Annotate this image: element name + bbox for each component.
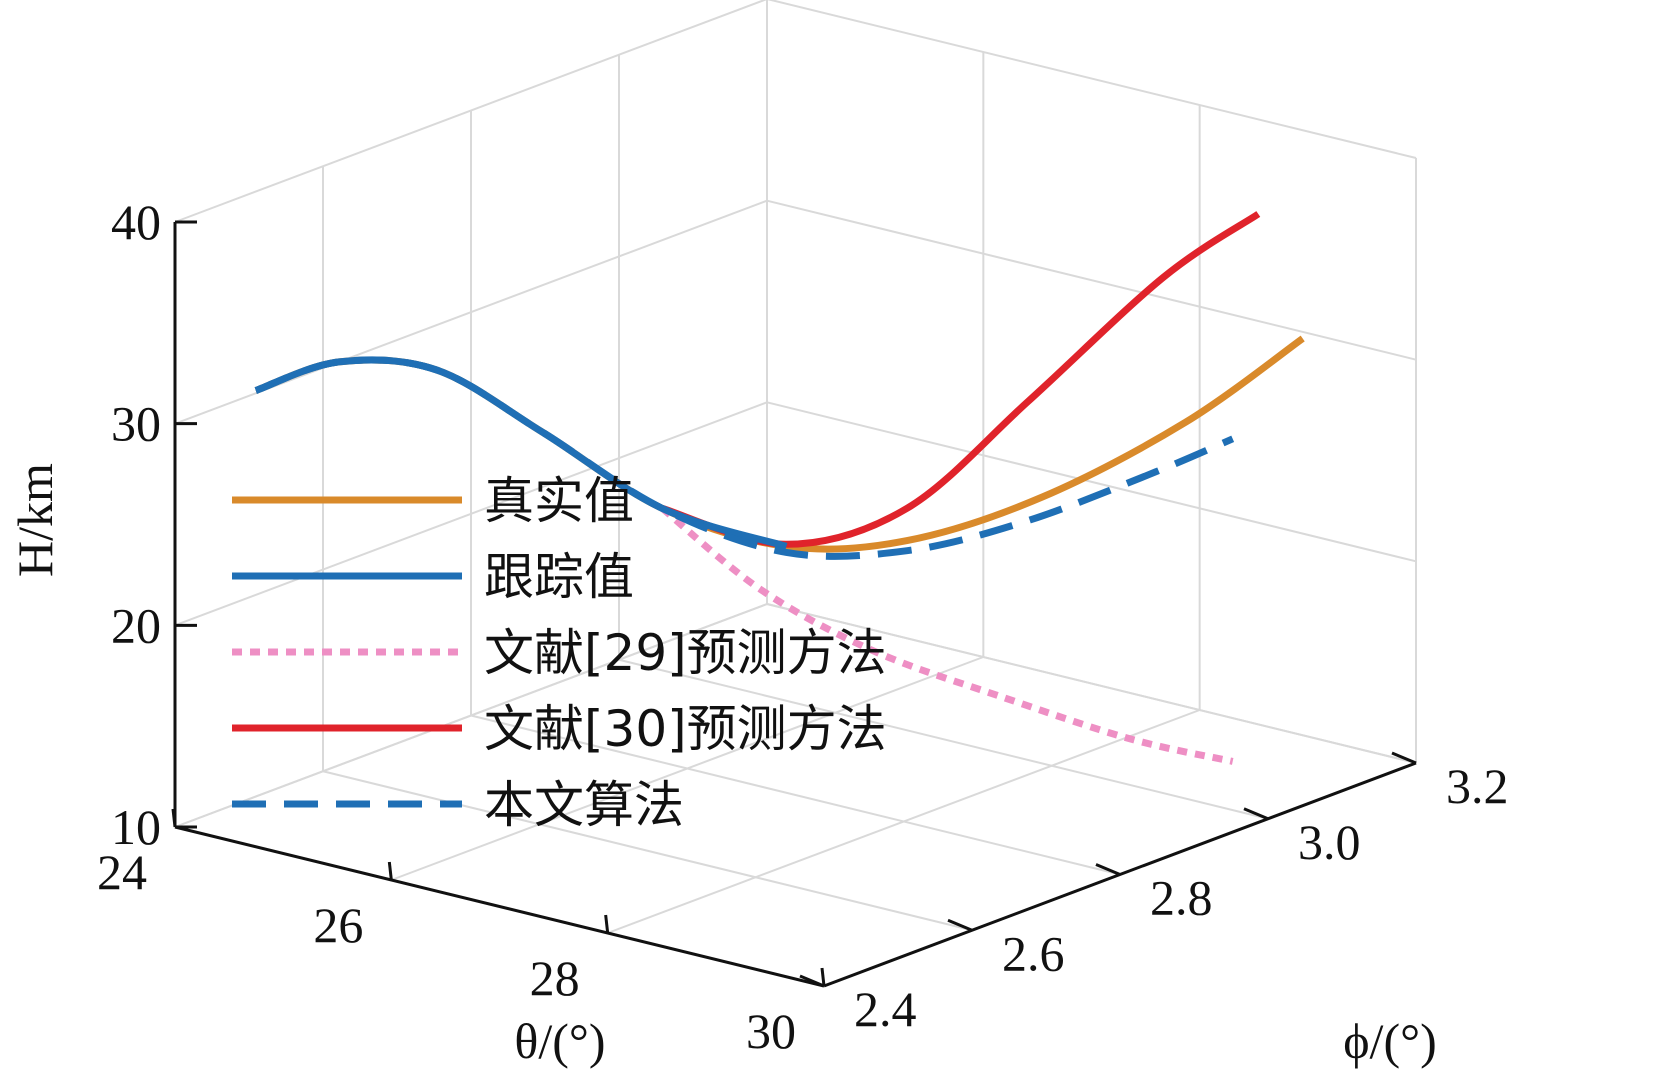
series-layer: [254, 211, 1305, 765]
legend-label-2: 跟踪值: [484, 548, 634, 606]
grid-line: [470, 714, 1121, 876]
grid-layer: [174, 0, 1417, 987]
x-tick-mark: [820, 967, 826, 987]
legend-label-1: 真实值: [484, 472, 634, 530]
x-tick-label: 24: [97, 844, 147, 900]
grid-line: [766, 401, 1417, 563]
labels-layer: 24 26 28 30 2.4 2.6 2.8 3.0 3.2 10 20 30 40 θ/(°) ϕ/(°…: [7, 194, 1509, 1069]
z-tick-label: 20: [111, 597, 161, 653]
x-tick-label: 26: [313, 897, 363, 953]
y-tick-label: 2.4: [854, 981, 917, 1037]
series-line-1: [254, 335, 1305, 553]
z-tick-label: 30: [111, 396, 161, 452]
x-tick-mark: [387, 861, 393, 881]
grid-line: [766, 199, 1417, 361]
y-tick-label: 2.6: [1002, 925, 1065, 981]
x-axis-line: [174, 825, 825, 988]
z-tick-label: 10: [111, 799, 161, 855]
y-tick-mark: [1243, 807, 1269, 821]
z-tick-label: 40: [111, 194, 161, 250]
series-line-4: [661, 211, 1261, 548]
y-tick-mark: [799, 974, 825, 988]
x-axis-label: θ/(°): [514, 1013, 605, 1069]
x-tick-label: 30: [746, 1003, 796, 1059]
grid-line: [766, 0, 1417, 159]
axes-layer: [171, 220, 1417, 988]
legend-label-4: 文献[30]预测方法: [484, 700, 887, 758]
x-tick-mark: [604, 914, 610, 934]
series-line-3: [660, 505, 1234, 765]
x-tick-mark: [171, 808, 177, 828]
x-tick-label: 28: [530, 950, 580, 1006]
grid-line: [618, 658, 1269, 820]
grid-line: [174, 0, 768, 223]
y-axis-label: ϕ/(°): [1343, 1013, 1437, 1069]
legend-label-5: 本文算法: [484, 776, 684, 834]
y-tick-label: 3.0: [1298, 814, 1361, 870]
legend-label-3: 文献[29]预测方法: [484, 624, 887, 682]
z-axis-label: H/km: [7, 463, 63, 577]
y-tick-label: 3.2: [1446, 758, 1509, 814]
y-tick-label: 2.8: [1150, 870, 1213, 926]
grid-line: [766, 603, 1417, 764]
y-tick-mark: [947, 918, 973, 932]
y-tick-mark: [1095, 863, 1121, 876]
y-tick-mark: [1391, 751, 1417, 765]
grid-line: [174, 401, 768, 627]
series-line-5: [254, 356, 1235, 560]
grid-line: [322, 770, 973, 932]
